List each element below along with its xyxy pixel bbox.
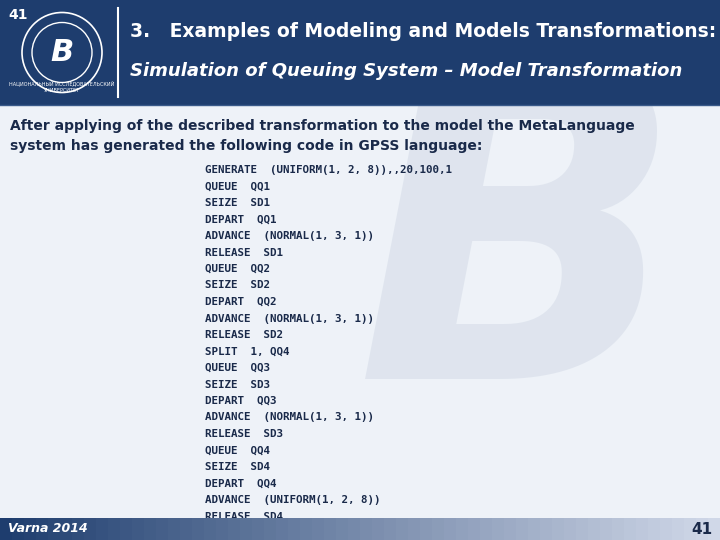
Bar bbox=[0, 518, 13, 540]
Text: SEIZE  SD1: SEIZE SD1 bbox=[205, 198, 270, 208]
Bar bbox=[144, 518, 157, 540]
Bar bbox=[168, 518, 181, 540]
Bar bbox=[276, 518, 289, 540]
Text: SPLIT  1, QQ4: SPLIT 1, QQ4 bbox=[205, 347, 289, 356]
Text: After applying of the described transformation to the model the MetaLanguage: After applying of the described transfor… bbox=[10, 119, 635, 133]
Bar bbox=[444, 518, 457, 540]
Bar bbox=[408, 518, 421, 540]
Bar bbox=[468, 518, 481, 540]
Bar bbox=[60, 518, 73, 540]
Text: НАЦИОНАЛЬНЫЙ ИССЛЕДОВАТЕЛЬСКИЙ
УНИВЕРСИТЕТ: НАЦИОНАЛЬНЫЙ ИССЛЕДОВАТЕЛЬСКИЙ УНИВЕРСИТ… bbox=[9, 80, 114, 92]
Text: B: B bbox=[356, 51, 684, 469]
Text: QUEUE  QQ1: QUEUE QQ1 bbox=[205, 181, 270, 192]
Text: DEPART  QQ1: DEPART QQ1 bbox=[205, 214, 276, 225]
Bar bbox=[492, 518, 505, 540]
Text: ADVANCE  (UNIFORM(1, 2, 8)): ADVANCE (UNIFORM(1, 2, 8)) bbox=[205, 495, 380, 505]
Bar bbox=[648, 518, 661, 540]
Bar bbox=[216, 518, 229, 540]
Text: system has generated the following code in GPSS language:: system has generated the following code … bbox=[10, 139, 482, 153]
Bar bbox=[336, 518, 349, 540]
Bar bbox=[24, 518, 37, 540]
Bar bbox=[72, 518, 85, 540]
Bar bbox=[480, 518, 493, 540]
Text: 41: 41 bbox=[691, 522, 712, 537]
Bar bbox=[660, 518, 673, 540]
Bar bbox=[624, 518, 637, 540]
Text: RELEASE  SD4: RELEASE SD4 bbox=[205, 511, 283, 522]
Bar bbox=[0, 0, 720, 105]
Text: ADVANCE  (NORMAL(1, 3, 1)): ADVANCE (NORMAL(1, 3, 1)) bbox=[205, 413, 374, 422]
Bar bbox=[708, 518, 720, 540]
Text: GENERATE  (UNIFORM(1, 2, 8)),,20,100,1: GENERATE (UNIFORM(1, 2, 8)),,20,100,1 bbox=[205, 165, 452, 175]
Bar bbox=[696, 518, 709, 540]
Text: QUEUE  QQ4: QUEUE QQ4 bbox=[205, 446, 270, 456]
Bar bbox=[120, 518, 133, 540]
Text: ADVANCE  (NORMAL(1, 3, 1)): ADVANCE (NORMAL(1, 3, 1)) bbox=[205, 231, 374, 241]
Bar bbox=[12, 518, 25, 540]
Bar bbox=[384, 518, 397, 540]
Bar bbox=[564, 518, 577, 540]
Text: ADVANCE  (NORMAL(1, 3, 1)): ADVANCE (NORMAL(1, 3, 1)) bbox=[205, 314, 374, 323]
Bar bbox=[228, 518, 241, 540]
Bar bbox=[600, 518, 613, 540]
Text: QUEUE  QQ3: QUEUE QQ3 bbox=[205, 363, 270, 373]
Bar bbox=[540, 518, 553, 540]
Bar bbox=[516, 518, 529, 540]
Bar bbox=[288, 518, 301, 540]
Bar bbox=[48, 518, 61, 540]
Bar bbox=[84, 518, 97, 540]
Bar bbox=[312, 518, 325, 540]
Bar bbox=[504, 518, 517, 540]
Text: DEPART  QQ2: DEPART QQ2 bbox=[205, 297, 276, 307]
Bar bbox=[612, 518, 625, 540]
Bar bbox=[420, 518, 433, 540]
Text: 41: 41 bbox=[8, 8, 27, 22]
Bar bbox=[528, 518, 541, 540]
Bar bbox=[264, 518, 277, 540]
Bar bbox=[240, 518, 253, 540]
Text: 3.   Examples of Modeling and Models Transformations:: 3. Examples of Modeling and Models Trans… bbox=[130, 22, 716, 41]
Text: QUEUE  QQ2: QUEUE QQ2 bbox=[205, 264, 270, 274]
Bar bbox=[252, 518, 265, 540]
Bar bbox=[372, 518, 385, 540]
Text: ASSEMBLE  2: ASSEMBLE 2 bbox=[205, 528, 276, 538]
Bar bbox=[108, 518, 121, 540]
Text: DEPART  QQ4: DEPART QQ4 bbox=[205, 478, 276, 489]
Bar bbox=[204, 518, 217, 540]
Bar bbox=[588, 518, 601, 540]
Bar bbox=[552, 518, 565, 540]
Text: Simulation of Queuing System – Model Transformation: Simulation of Queuing System – Model Tra… bbox=[130, 62, 683, 80]
Bar bbox=[396, 518, 409, 540]
Bar bbox=[132, 518, 145, 540]
Text: SEIZE  SD3: SEIZE SD3 bbox=[205, 380, 270, 389]
Bar bbox=[636, 518, 649, 540]
Bar bbox=[576, 518, 589, 540]
Bar bbox=[348, 518, 361, 540]
Text: SEIZE  SD4: SEIZE SD4 bbox=[205, 462, 270, 472]
Bar bbox=[96, 518, 109, 540]
Text: RELEASE  SD1: RELEASE SD1 bbox=[205, 247, 283, 258]
Bar bbox=[300, 518, 313, 540]
Bar bbox=[684, 518, 697, 540]
Text: Varna 2014: Varna 2014 bbox=[8, 523, 88, 536]
Bar bbox=[672, 518, 685, 540]
Bar bbox=[156, 518, 169, 540]
Text: B: B bbox=[50, 38, 73, 67]
Bar bbox=[180, 518, 193, 540]
Text: RELEASE  SD2: RELEASE SD2 bbox=[205, 330, 283, 340]
Bar bbox=[432, 518, 445, 540]
Bar bbox=[324, 518, 337, 540]
Bar bbox=[192, 518, 205, 540]
Text: RELEASE  SD3: RELEASE SD3 bbox=[205, 429, 283, 439]
Bar bbox=[360, 518, 373, 540]
Bar bbox=[36, 518, 49, 540]
Text: DEPART  QQ3: DEPART QQ3 bbox=[205, 396, 276, 406]
Bar bbox=[456, 518, 469, 540]
Text: SEIZE  SD2: SEIZE SD2 bbox=[205, 280, 270, 291]
